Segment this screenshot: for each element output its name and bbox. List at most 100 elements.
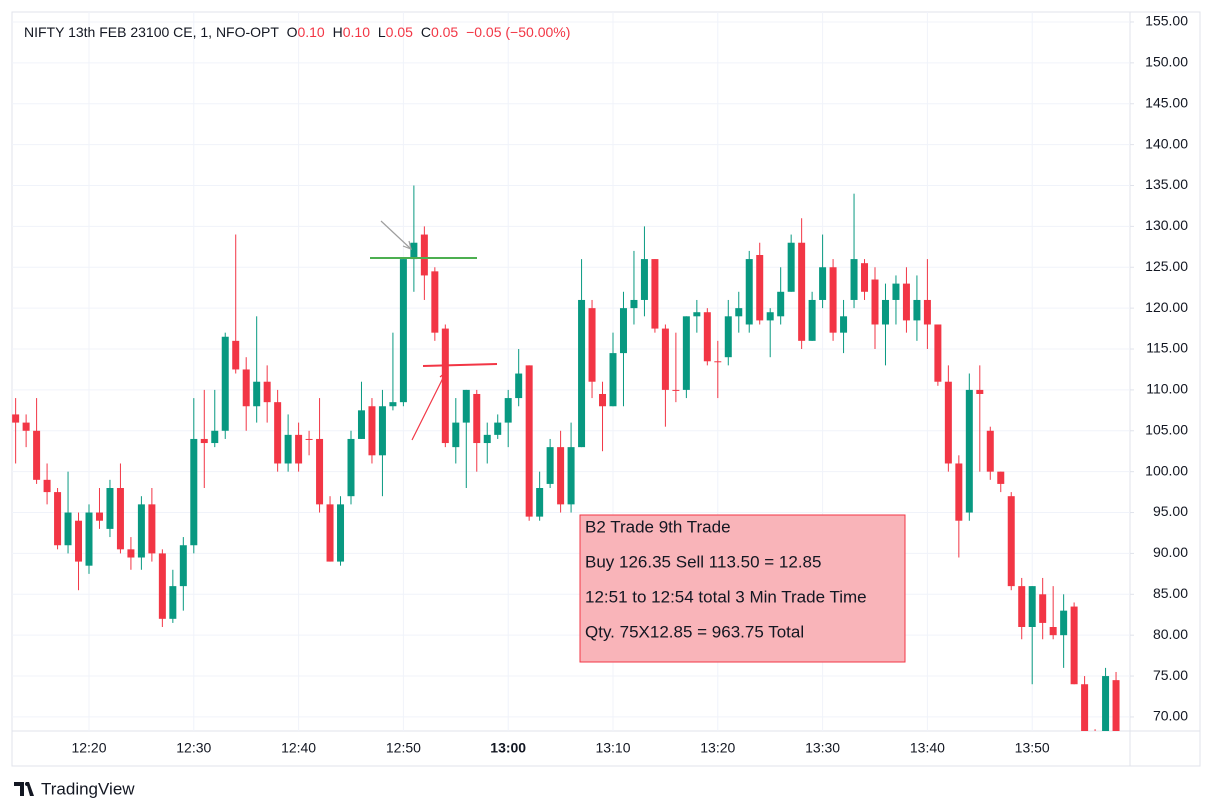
- y-tick-label: 95.00: [1153, 503, 1188, 519]
- candle-body: [368, 406, 376, 456]
- candle-body: [640, 259, 648, 300]
- ohlc-value: 0.10: [297, 24, 324, 40]
- candle-body: [934, 324, 942, 382]
- annotation-box: [579, 514, 906, 663]
- candle-body: [703, 312, 711, 362]
- candle-body: [1070, 606, 1078, 685]
- candle-body: [881, 299, 889, 325]
- candle-body: [829, 267, 837, 333]
- candle-body: [441, 328, 449, 444]
- y-tick-label: 105.00: [1145, 421, 1188, 437]
- candle-body: [137, 504, 145, 558]
- candle-body: [777, 291, 785, 317]
- candle-body: [578, 299, 586, 448]
- candle-body: [12, 414, 20, 423]
- annotation-line: 12:51 to 12:54 total 3 Min Trade Time: [585, 587, 867, 606]
- candle-body: [724, 316, 732, 358]
- candle-body: [787, 242, 795, 292]
- candle-body: [1102, 676, 1110, 731]
- candle-body: [378, 406, 386, 456]
- candle-body: [410, 242, 418, 260]
- candle-body: [871, 279, 879, 325]
- candle-body: [253, 381, 261, 407]
- candle-body: [682, 316, 690, 390]
- symbol: NIFTY 13th FEB 23100 CE, 1, NFO-OPT: [24, 24, 279, 40]
- y-tick-label: 100.00: [1145, 462, 1188, 478]
- candle-body: [22, 422, 30, 431]
- candle-body: [483, 434, 491, 444]
- annotation-line: B2 Trade 9th Trade: [585, 517, 731, 536]
- candle-body: [399, 259, 407, 403]
- candle-body: [850, 259, 858, 300]
- candle-body: [295, 434, 303, 464]
- candle-body: [567, 447, 575, 505]
- candle-body: [808, 299, 816, 341]
- candle-body: [305, 438, 313, 440]
- candle-body: [745, 259, 753, 325]
- brand: TradingView: [41, 779, 135, 798]
- candle-body: [494, 422, 502, 435]
- y-tick-label: 120.00: [1145, 299, 1188, 315]
- x-tick-label: 12:30: [176, 740, 211, 756]
- ohlc-value: 0.10: [343, 24, 370, 40]
- candle-body: [986, 430, 994, 472]
- candle-body: [75, 520, 83, 562]
- candle-body: [609, 353, 617, 407]
- candle-body: [1060, 610, 1068, 636]
- candle-body: [106, 488, 114, 529]
- candle-body: [158, 553, 166, 619]
- y-tick-label: 90.00: [1153, 544, 1188, 560]
- candle-body: [546, 447, 554, 484]
- arrow-red: [411, 371, 447, 441]
- annotation-line: Buy 126.35 Sell 113.50 = 12.85: [585, 552, 821, 571]
- annotation-line: Qty. 75X12.85 = 963.75 Total: [585, 622, 804, 641]
- candle-body: [431, 271, 439, 333]
- candle-body: [221, 336, 229, 431]
- candle-body: [588, 308, 596, 382]
- y-tick-label: 110.00: [1146, 381, 1188, 397]
- candle-body: [861, 263, 869, 292]
- candle-body: [389, 402, 397, 407]
- ohlc-label: L: [378, 24, 386, 40]
- candle-body: [504, 398, 512, 423]
- candle-body: [944, 381, 952, 464]
- brand-logo: [14, 782, 34, 796]
- candle-body: [819, 267, 827, 300]
- candle-body: [33, 430, 41, 480]
- candle-body: [284, 434, 292, 464]
- candle-body: [274, 402, 282, 464]
- y-tick-label: 80.00: [1153, 626, 1188, 642]
- candle-body: [1028, 586, 1036, 628]
- candle-body: [661, 328, 669, 390]
- candle-body: [211, 430, 219, 444]
- candle-body: [557, 447, 565, 505]
- candle-body: [462, 389, 470, 423]
- candle-body: [85, 512, 93, 566]
- candles: [12, 185, 1120, 731]
- candle-body: [913, 299, 921, 321]
- sell-line: [422, 363, 498, 367]
- y-tick-label: 125.00: [1145, 258, 1188, 274]
- candle-body: [798, 242, 806, 341]
- candle-body: [693, 312, 701, 317]
- ohlc-label: C: [421, 24, 431, 40]
- candle-body: [976, 389, 984, 394]
- x-tick-label: 13:50: [1015, 740, 1050, 756]
- x-tick-label: 13:30: [805, 740, 840, 756]
- candle-body: [766, 312, 774, 321]
- candle-body: [630, 299, 638, 309]
- arrow-red-head: [439, 370, 448, 381]
- candle-body: [357, 410, 365, 439]
- candle-body: [902, 283, 910, 321]
- candle-body: [43, 479, 51, 493]
- candle-body: [326, 504, 334, 562]
- arrow-gray: [380, 220, 412, 250]
- candle-body: [714, 361, 722, 363]
- candle-body: [232, 340, 240, 370]
- y-tick-label: 75.00: [1153, 667, 1188, 683]
- x-tick-label: 13:20: [700, 740, 735, 756]
- x-tick-label: 13:40: [910, 740, 945, 756]
- candle-body: [64, 512, 72, 546]
- candle-body: [840, 316, 848, 333]
- candle-body: [116, 488, 124, 550]
